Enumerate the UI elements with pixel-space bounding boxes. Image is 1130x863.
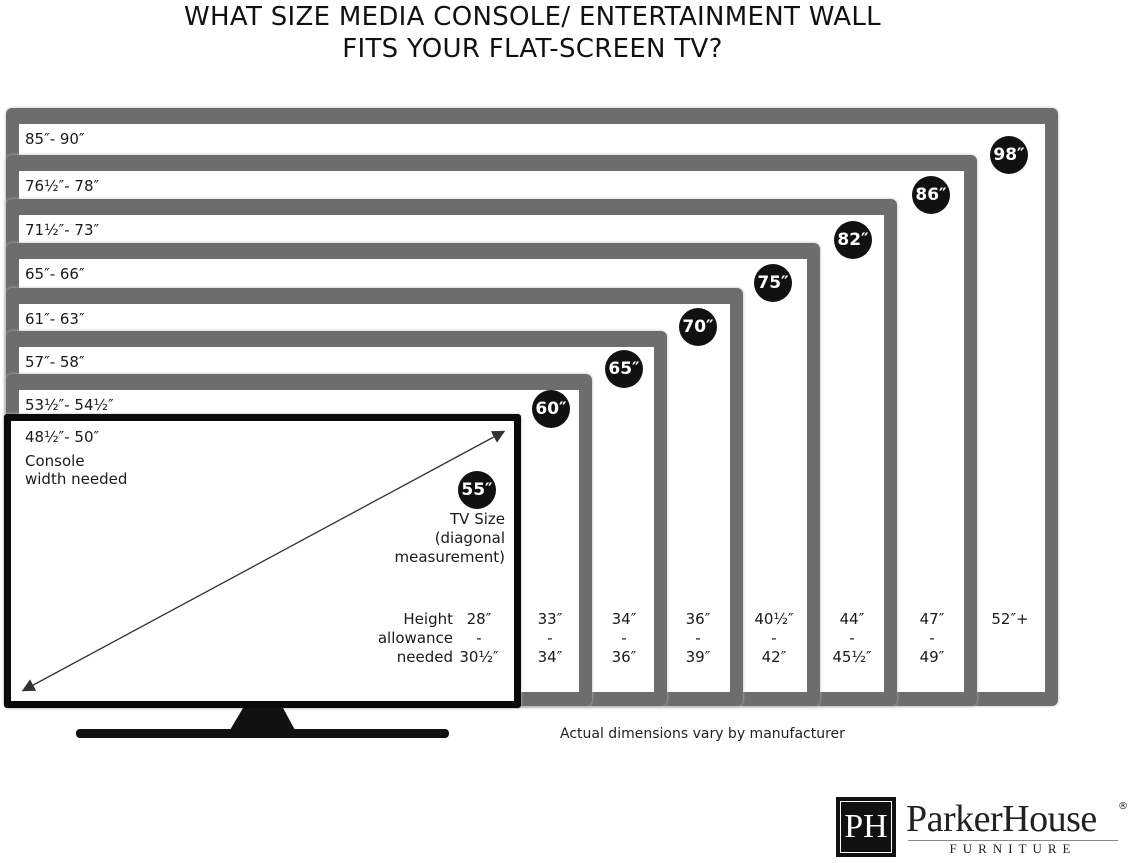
height-value: 34″	[611, 610, 637, 628]
logo-brand: ParkerHouse	[906, 798, 1097, 840]
height-value: -	[849, 629, 855, 647]
height-value: 45½″	[832, 648, 872, 666]
height-allowance: 40½″ -42″	[744, 610, 804, 667]
console-label: width needed	[25, 470, 128, 488]
height-value: 47″	[919, 610, 945, 628]
parker-house-logo: PH ParkerHouse ® FURNITURE	[836, 795, 1128, 860]
title-line-2: FITS YOUR FLAT-SCREEN TV?	[342, 34, 723, 64]
height-allowance: 33″ -34″	[520, 610, 580, 667]
console-label: Console	[25, 452, 85, 470]
height-label: needed	[396, 648, 453, 666]
height-value: -	[695, 629, 701, 647]
title-line-1: WHAT SIZE MEDIA CONSOLE/ ENTERTAINMENT W…	[184, 2, 881, 32]
height-allowance: 52″+	[980, 610, 1040, 667]
console-width: 53½″- 54½″	[25, 396, 114, 414]
tv-size-badge: 86″	[912, 176, 950, 214]
logo-mark: PH	[836, 797, 896, 857]
height-allowance: 34″ -36″	[594, 610, 654, 667]
height-value: 44″	[839, 610, 865, 628]
logo-sub: FURNITURE	[949, 841, 1077, 856]
height-label: allowance	[377, 629, 453, 647]
height-value: 49″	[919, 648, 945, 666]
console-width: 61″- 63″	[25, 310, 85, 328]
diagonal-arrow	[21, 430, 506, 692]
tv-size-badge: 60″	[532, 390, 570, 428]
tv-stand-neck	[230, 708, 295, 730]
height-value: 42″	[761, 648, 787, 666]
tv-size-label: measurement)	[394, 548, 505, 566]
logo-registered: ®	[1118, 801, 1128, 812]
height-value: 40½″	[754, 610, 794, 628]
height-value: -	[929, 629, 935, 647]
height-value: 33″	[537, 610, 563, 628]
tv-size-badge: 75″	[754, 264, 792, 302]
height-value: 52″+	[991, 610, 1029, 628]
height-value: -	[547, 629, 553, 647]
height-value: 34″	[537, 648, 563, 666]
console-width: 85″- 90″	[25, 130, 85, 148]
tv-stand-base	[76, 729, 449, 738]
height-value: -	[621, 629, 627, 647]
tv-size-badge: 98″	[990, 136, 1028, 174]
height-value: 36″	[611, 648, 637, 666]
height-allowance: 47″ -49″	[902, 610, 962, 667]
height-value: -	[771, 629, 777, 647]
console-width: 57″- 58″	[25, 353, 85, 371]
height-value: 39″	[685, 648, 711, 666]
height-value: 36″	[685, 610, 711, 628]
height-allowance: 44″ -45½″	[822, 610, 882, 667]
console-width: 65″- 66″	[25, 265, 85, 283]
tv-size-badge: 65″	[605, 350, 643, 388]
console-width: 76½″- 78″	[25, 177, 100, 195]
tv-size-label: (diagonal	[434, 529, 505, 547]
tv-size-label: TV Size	[450, 510, 505, 528]
tv-size-badge: 70″	[679, 308, 717, 346]
tv-size-badge: 82″	[834, 221, 872, 259]
height-label: Height	[403, 610, 453, 628]
console-width: 71½″- 73″	[25, 221, 100, 239]
footnote: Actual dimensions vary by manufacturer	[560, 726, 845, 742]
logo-mark-text: PH	[840, 801, 892, 853]
height-allowance: 36″ -39″	[668, 610, 728, 667]
